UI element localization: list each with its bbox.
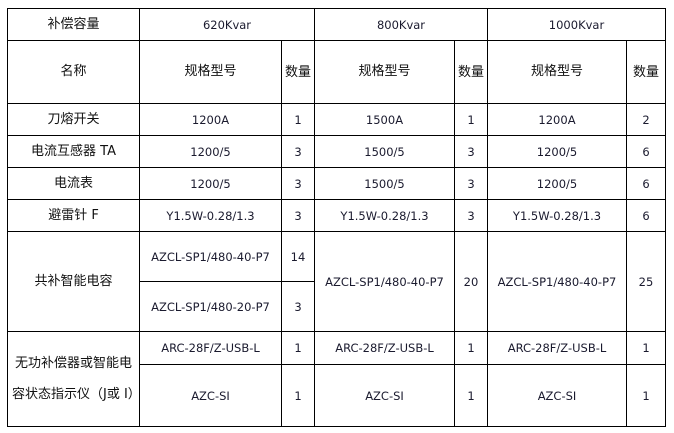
capacitor-name: 共补智能电容 xyxy=(7,231,140,332)
qty-cell: 3 xyxy=(454,135,488,168)
table-row: 电流表 1200/5 3 1500/5 3 1200/5 6 xyxy=(7,167,666,200)
qty-cell: 3 xyxy=(281,135,315,168)
model-cell: AZC-SI xyxy=(314,364,455,427)
model-cell: 1200A xyxy=(487,103,627,136)
qty-cell: 2 xyxy=(626,103,666,136)
qty-cell: 1 xyxy=(281,331,315,365)
item-name: 刀熔开关 xyxy=(7,103,140,136)
model-cell: 1200/5 xyxy=(487,167,627,200)
model-cell: Y1.5W-0.28/1.3 xyxy=(314,199,455,232)
controller-name: 无功补偿器或智能电容状态指示仪（J或 I） xyxy=(7,331,141,427)
qty-cell: 20 xyxy=(454,231,488,332)
qty-cell: 3 xyxy=(281,281,315,332)
model-cell: AZC-SI xyxy=(487,364,627,427)
name-header: 名称 xyxy=(7,40,140,104)
spec-table: 补偿容量 620Kvar 800Kvar 1000Kvar 名称 规格型号 数量… xyxy=(7,8,666,427)
qty-cell: 6 xyxy=(626,199,666,232)
model-cell: AZCL-SP1/480-20-P7 xyxy=(139,281,282,332)
qty-header: 数量 xyxy=(454,40,488,104)
model-cell: AZCL-SP1/480-40-P7 xyxy=(487,231,627,332)
qty-cell: 1 xyxy=(281,364,315,427)
model-cell: 1500A xyxy=(314,103,455,136)
table-row: 电流互感器 TA 1200/5 3 1500/5 3 1200/5 6 xyxy=(7,135,666,168)
qty-cell: 6 xyxy=(626,167,666,200)
model-header: 规格型号 xyxy=(487,40,627,104)
model-cell: ARC-28F/Z-USB-L xyxy=(139,331,282,365)
model-header: 规格型号 xyxy=(139,40,282,104)
model-cell: ARC-28F/Z-USB-L xyxy=(487,331,627,365)
model-cell: AZCL-SP1/480-40-P7 xyxy=(314,231,455,332)
qty-cell: 1 xyxy=(454,364,488,427)
model-header: 规格型号 xyxy=(314,40,455,104)
table-row: 避雷针 F Y1.5W-0.28/1.3 3 Y1.5W-0.28/1.3 3 Y1.5W… xyxy=(7,199,666,232)
capacity-620: 620Kvar xyxy=(139,8,315,41)
model-cell: AZC-SI xyxy=(139,364,282,427)
qty-cell: 1 xyxy=(626,331,666,365)
qty-cell: 1 xyxy=(454,103,488,136)
qty-cell: 3 xyxy=(454,199,488,232)
model-cell: Y1.5W-0.28/1.3 xyxy=(139,199,282,232)
qty-cell: 3 xyxy=(281,167,315,200)
model-cell: ARC-28F/Z-USB-L xyxy=(314,331,455,365)
qty-cell: 14 xyxy=(281,231,315,282)
qty-cell: 3 xyxy=(281,199,315,232)
model-cell: 1200/5 xyxy=(487,135,627,168)
header-label: 补偿容量 xyxy=(7,8,140,41)
model-cell: 1200/5 xyxy=(139,135,282,168)
qty-cell: 1 xyxy=(626,364,666,427)
model-cell: 1500/5 xyxy=(314,167,455,200)
model-cell: Y1.5W-0.28/1.3 xyxy=(487,199,627,232)
item-name: 避雷针 F xyxy=(7,199,140,232)
capacity-1000: 1000Kvar xyxy=(487,8,666,41)
qty-cell: 1 xyxy=(454,331,488,365)
qty-cell: 25 xyxy=(626,231,666,332)
qty-cell: 1 xyxy=(281,103,315,136)
model-cell: 1200/5 xyxy=(139,167,282,200)
qty-header: 数量 xyxy=(281,40,315,104)
qty-cell: 6 xyxy=(626,135,666,168)
item-name: 电流表 xyxy=(7,167,140,200)
qty-cell: 3 xyxy=(454,167,488,200)
model-cell: 1200A xyxy=(139,103,282,136)
item-name: 电流互感器 TA xyxy=(7,135,140,168)
capacity-800: 800Kvar xyxy=(314,8,488,41)
table-row: 刀熔开关 1200A 1 1500A 1 1200A 2 xyxy=(7,103,666,136)
model-cell: AZCL-SP1/480-40-P7 xyxy=(139,231,282,282)
model-cell: 1500/5 xyxy=(314,135,455,168)
qty-header: 数量 xyxy=(626,40,666,104)
